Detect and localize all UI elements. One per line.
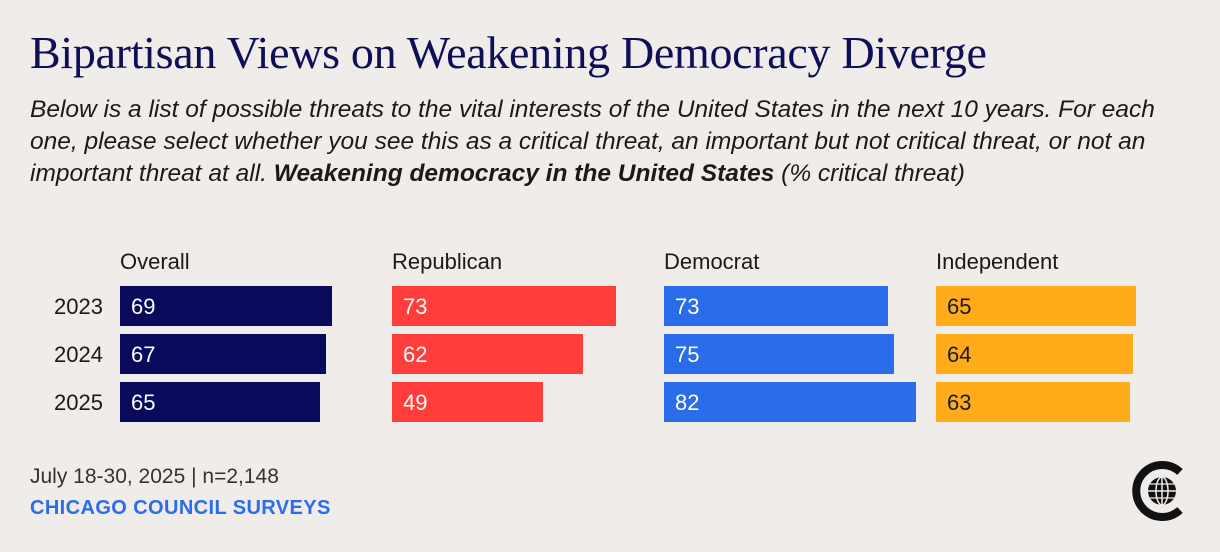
bar — [120, 286, 332, 326]
subtitle-question: Below is a list of possible threats to t… — [30, 96, 1155, 187]
bar-value-label: 65 — [947, 294, 971, 319]
bar — [664, 286, 888, 326]
bar-value-label: 67 — [131, 342, 155, 367]
bar — [664, 382, 916, 422]
subtitle-item: Weakening democracy in the United States — [273, 160, 775, 187]
survey-date: July 18-30, 2025 | n=2,148 — [30, 465, 279, 488]
bar-value-label: 73 — [675, 294, 699, 319]
bar-value-label: 75 — [675, 342, 699, 367]
bar — [392, 286, 616, 326]
bar-chart: 2023 2024 2025 Overall 69 67 65 Republican 73 62 4… — [54, 249, 1136, 422]
bar-value-label: 62 — [403, 342, 427, 367]
bar-value-label: 49 — [403, 390, 427, 415]
series-header: Democrat — [664, 249, 759, 274]
year-label: 2024 — [54, 342, 103, 367]
bar — [392, 334, 583, 374]
bar — [936, 334, 1133, 374]
chicago-council-globe-icon — [1132, 461, 1183, 521]
chart-title: Bipartisan Views on Weakening Democracy … — [30, 27, 987, 78]
bar — [936, 382, 1130, 422]
bar-value-label: 69 — [131, 294, 155, 319]
bar-value-label: 73 — [403, 294, 427, 319]
series-header: Independent — [936, 249, 1058, 274]
bar-value-label: 64 — [947, 342, 971, 367]
year-label: 2025 — [54, 390, 103, 415]
chart-subtitle: Below is a list of possible threats to t… — [30, 94, 1200, 190]
bar-value-label: 63 — [947, 390, 971, 415]
bar-value-label: 65 — [131, 390, 155, 415]
bar — [392, 382, 543, 422]
bar — [664, 334, 894, 374]
series-header: Republican — [392, 249, 502, 274]
bar — [120, 382, 320, 422]
source-label: CHICAGO COUNCIL SURVEYS — [30, 497, 331, 519]
year-label: 2023 — [54, 294, 103, 319]
series-header: Overall — [120, 249, 190, 274]
bar — [936, 286, 1136, 326]
subtitle-unit: (% critical threat) — [781, 160, 965, 187]
bar-value-label: 82 — [675, 390, 699, 415]
bar — [120, 334, 326, 374]
